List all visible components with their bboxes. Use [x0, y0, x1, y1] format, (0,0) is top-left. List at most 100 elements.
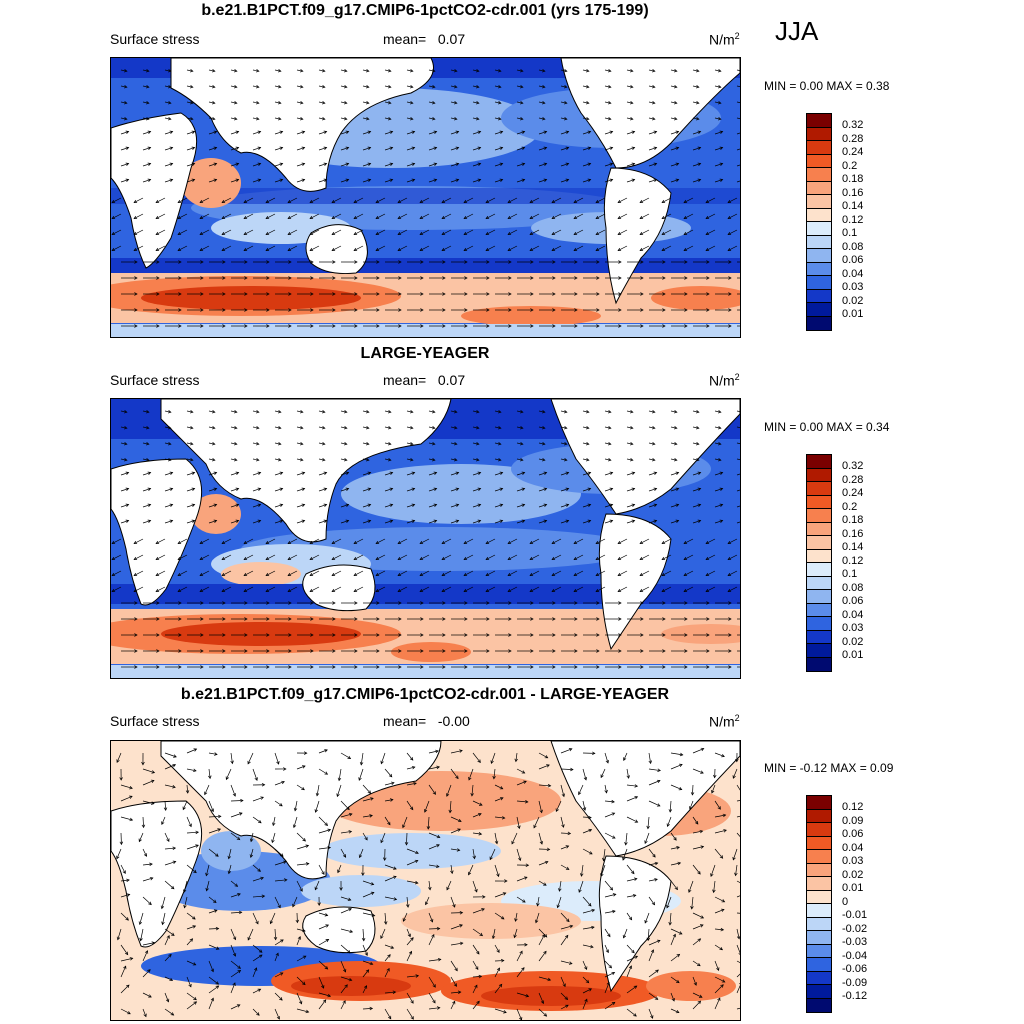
arrow-icon — [494, 504, 503, 508]
arrow-icon — [450, 131, 459, 135]
arrow-icon — [375, 197, 386, 203]
arrow-head — [727, 572, 732, 576]
arrow-icon — [427, 816, 430, 829]
arrow-head — [458, 818, 462, 823]
arrow-icon — [450, 976, 457, 987]
arrow-icon — [296, 442, 303, 445]
arrow-icon — [362, 520, 371, 524]
arrow-icon — [714, 848, 723, 859]
arrow-head — [477, 503, 482, 507]
arrow-head — [279, 519, 284, 523]
arrow-icon — [538, 764, 550, 770]
colorbar-tick-label: 0.12 — [842, 213, 864, 226]
arrow-head — [607, 425, 612, 430]
arrow-head — [485, 540, 490, 544]
arrow-head — [398, 601, 402, 605]
arrow-head — [353, 588, 358, 592]
arrow-icon — [252, 1008, 260, 1016]
arrow-head — [221, 572, 226, 576]
arrow-head — [317, 902, 321, 906]
arrow-icon — [604, 426, 611, 429]
arrow-head — [305, 1009, 310, 1014]
arrow-head — [431, 933, 435, 938]
arrow-icon — [450, 960, 458, 971]
arrow-head — [426, 826, 431, 830]
arrow-head — [485, 588, 490, 592]
arrow-head — [634, 955, 639, 959]
arrow-icon — [362, 928, 365, 941]
arrow-head — [587, 130, 592, 134]
arrow-head — [236, 1004, 241, 1008]
arrow-head — [265, 588, 270, 592]
arrow-icon — [226, 768, 232, 780]
arrow-icon — [120, 69, 127, 72]
arrow-icon — [538, 752, 548, 759]
arrow-head — [134, 308, 138, 312]
arrow-icon — [428, 101, 435, 104]
arrow-head — [261, 783, 266, 787]
arrow-icon — [441, 538, 452, 544]
arrow-head — [431, 409, 436, 414]
arrow-icon — [485, 570, 496, 576]
arrow-icon — [428, 69, 435, 72]
arrow-head — [674, 886, 678, 891]
arrow-head — [464, 601, 468, 605]
arrow-head — [134, 633, 138, 637]
arrow-icon — [133, 245, 144, 251]
arrow-head — [111, 231, 116, 235]
arrow-icon — [397, 554, 408, 560]
arrow-head — [191, 503, 196, 507]
arrow-icon — [296, 992, 302, 1004]
arrow-head — [700, 770, 704, 774]
arrow-icon — [604, 472, 613, 476]
arrow-head — [573, 588, 578, 592]
arrow-icon — [375, 538, 386, 544]
arrow-icon — [120, 442, 127, 445]
arrow-icon — [120, 984, 130, 994]
arrow-head — [433, 178, 438, 182]
arrow-head — [574, 665, 578, 669]
arrow-icon — [538, 832, 543, 845]
arrow-head — [541, 100, 546, 105]
arrow-icon — [315, 800, 320, 813]
arrow-head — [618, 308, 622, 312]
arrow-head — [497, 409, 502, 414]
arrow-head — [177, 556, 182, 560]
arrow-head — [611, 971, 616, 976]
arrow-icon — [516, 816, 520, 829]
arrow-head — [618, 260, 622, 264]
arrow-icon — [604, 442, 611, 445]
arrow-head — [343, 409, 348, 414]
arrow-head — [464, 665, 468, 669]
arrow-icon — [142, 69, 149, 72]
arrow-head — [161, 921, 165, 926]
arrow-icon — [186, 1001, 197, 1010]
arrow-head — [662, 324, 666, 328]
arrow-icon — [538, 410, 545, 413]
arrow-icon — [582, 117, 589, 120]
arrow-head — [387, 116, 392, 121]
arrow-icon — [384, 426, 391, 429]
arrow-head — [679, 763, 683, 767]
arrow-head — [279, 471, 284, 475]
arrow-head — [430, 918, 434, 923]
arrow-head — [631, 487, 636, 491]
arrow-head — [279, 487, 284, 491]
arrow-head — [178, 308, 182, 312]
arrow-icon — [208, 163, 217, 167]
arrow-icon — [622, 848, 628, 861]
arrow-icon — [164, 179, 173, 183]
arrow-head — [464, 260, 468, 264]
arrow-icon — [516, 1008, 522, 1020]
arrow-icon — [208, 828, 221, 834]
arrow-head — [705, 231, 710, 235]
arrow-icon — [340, 131, 349, 135]
arrow-head — [397, 215, 402, 219]
arrow-icon — [670, 179, 679, 183]
arrow-icon — [243, 586, 254, 592]
arrow-icon — [617, 213, 628, 219]
arrow-icon — [494, 967, 500, 978]
arrow-head — [544, 860, 549, 865]
colorbar-tick-label: 0.1 — [842, 568, 858, 580]
arrow-icon — [186, 472, 195, 476]
